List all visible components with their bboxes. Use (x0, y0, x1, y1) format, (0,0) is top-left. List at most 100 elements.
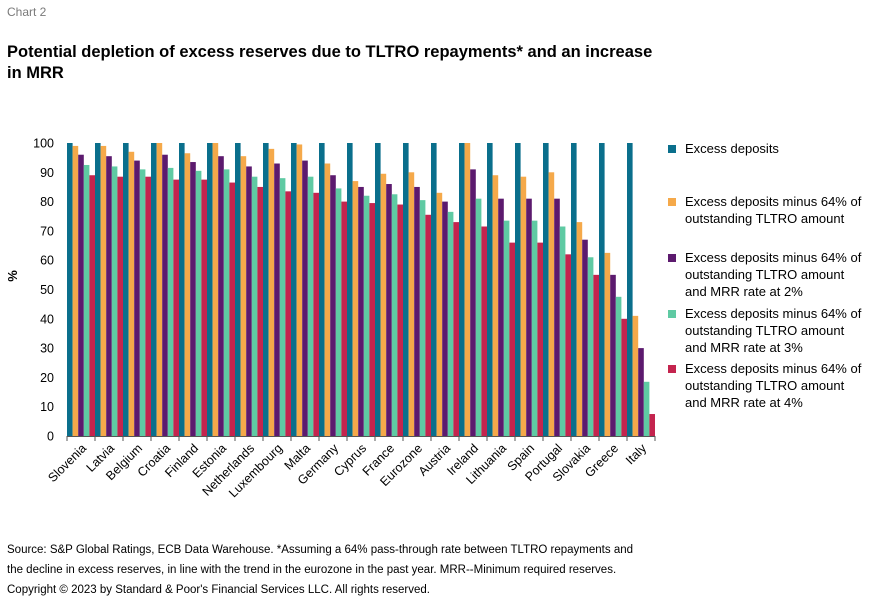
bar (442, 201, 448, 436)
bar (151, 143, 157, 436)
bar (296, 144, 303, 436)
bar (587, 257, 594, 436)
bar (263, 143, 269, 436)
legend-swatch (668, 198, 676, 206)
bar (106, 156, 112, 436)
bar (89, 175, 95, 437)
y-tick-label: 30 (40, 342, 54, 356)
legend-item: Excess deposits (668, 140, 880, 157)
bar (358, 186, 364, 436)
bar (67, 143, 73, 436)
bar (565, 254, 571, 436)
legend-label: Excess deposits minus 64% of outstanding … (685, 360, 880, 411)
legend-swatch (668, 254, 676, 262)
bar (615, 296, 622, 436)
source-note-line: Source: S&P Global Ratings, ECB Data War… (7, 544, 634, 556)
bar (386, 184, 392, 436)
bar (470, 169, 476, 436)
bar (212, 143, 219, 436)
bar (162, 154, 168, 436)
legend-label-line: Excess deposits (685, 141, 779, 156)
bar (610, 274, 616, 436)
bar (156, 143, 163, 436)
bar (369, 203, 375, 436)
bar (531, 220, 538, 436)
bar (83, 164, 90, 436)
bar (268, 148, 275, 437)
legend-label-line: outstanding TLTRO amount (685, 267, 845, 282)
bar (548, 172, 555, 437)
legend-label-line: Excess deposits minus 64% of (685, 306, 862, 321)
bar (246, 166, 252, 436)
bar (643, 381, 650, 436)
bar (397, 204, 403, 436)
bar (543, 143, 549, 436)
bar (498, 198, 504, 436)
bar (638, 348, 644, 436)
bar (218, 156, 224, 436)
bar (627, 143, 633, 436)
bar (184, 153, 191, 436)
bar (431, 143, 437, 436)
y-tick-label: 10 (40, 400, 54, 414)
bar (139, 169, 146, 436)
legend-label-line: Excess deposits minus 64% of (685, 250, 862, 265)
y-tick-label: 100 (33, 137, 54, 151)
bar (632, 315, 639, 436)
bar (72, 145, 79, 436)
x-tick-label: Italy (623, 441, 650, 468)
legend-label: Excess deposits minus 64% of outstanding … (685, 305, 880, 356)
chart-title-line: Potential depletion of excess reserves d… (7, 43, 653, 61)
bar (324, 163, 331, 436)
bar (464, 143, 471, 436)
legend-label-line: outstanding TLTRO amount (685, 323, 845, 338)
bar (509, 242, 515, 436)
bar (235, 143, 241, 436)
legend-label-line: and MRR rate at 3% (685, 340, 803, 355)
bar (134, 160, 140, 436)
bar (145, 176, 151, 436)
y-tick-label: 50 (40, 283, 54, 297)
y-tick-label: 40 (40, 312, 54, 326)
bar (100, 145, 107, 436)
legend-swatch (668, 365, 676, 373)
bar (335, 188, 342, 436)
bar (291, 143, 297, 436)
bar (330, 175, 336, 437)
bar (391, 194, 398, 436)
legend-swatch (668, 145, 676, 153)
legend-label-line: and MRR rate at 4% (685, 395, 803, 410)
bar (128, 151, 135, 437)
bar (492, 175, 499, 437)
legend-item: Excess deposits minus 64% of outstanding … (668, 249, 880, 300)
y-tick-label: 80 (40, 195, 54, 209)
x-tick-label: Austria (416, 441, 453, 478)
legend-label-line: and MRR rate at 2% (685, 284, 803, 299)
copyright-line: Copyright © 2023 by Standard & Poor's Fi… (7, 584, 430, 596)
legend-label-line: Excess deposits minus 64% of (685, 361, 862, 376)
legend-label-line: outstanding TLTRO amount (685, 211, 845, 226)
bar (251, 176, 258, 436)
bar (487, 143, 493, 436)
bar (604, 252, 611, 436)
bar (347, 143, 353, 436)
bar (173, 179, 179, 436)
y-tick-label: 90 (40, 166, 54, 180)
y-tick-label: 20 (40, 371, 54, 385)
bar (582, 239, 588, 436)
bar (447, 211, 454, 436)
legend-label: Excess deposits (685, 140, 880, 157)
chart-title-line: in MRR (7, 64, 64, 82)
bar (352, 181, 359, 436)
bar (78, 154, 84, 436)
y-axis-label: % (5, 270, 20, 282)
bar (520, 176, 527, 436)
bar (341, 201, 347, 436)
bar (313, 192, 319, 436)
bar (201, 179, 207, 436)
legend-item: Excess deposits minus 64% of outstanding … (668, 305, 880, 356)
bar (257, 186, 263, 436)
bar (223, 169, 230, 436)
bar (95, 143, 101, 436)
bar (240, 156, 247, 436)
